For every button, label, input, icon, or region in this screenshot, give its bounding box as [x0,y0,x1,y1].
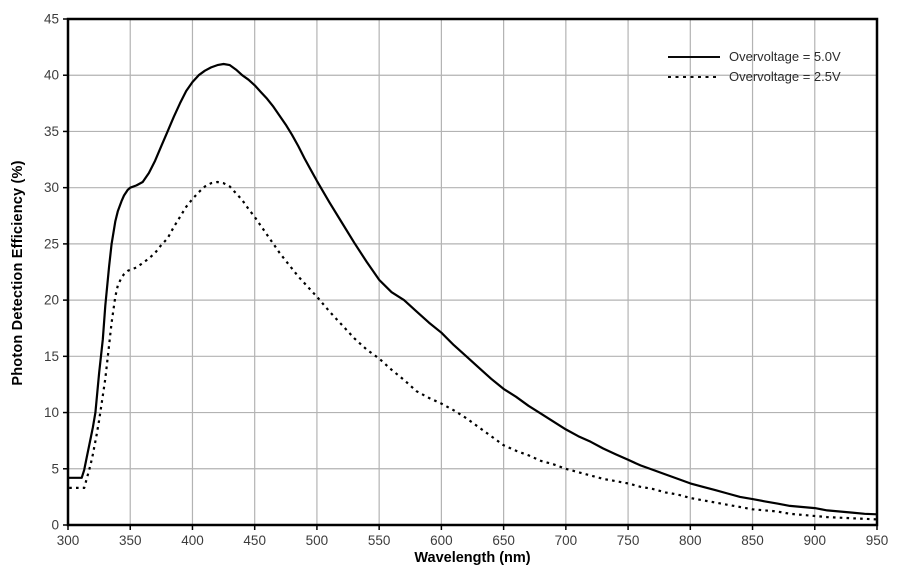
x-tick-label: 300 [57,533,80,548]
x-axis-title: Wavelength (nm) [414,550,531,566]
x-tick-label: 350 [119,533,142,548]
y-tick-label: 40 [44,68,59,83]
x-tick-label: 850 [741,533,764,548]
x-tick-label: 900 [804,533,827,548]
x-tick-label: 500 [306,533,329,548]
legend-entry-overvoltage-5v: Overvoltage = 5.0V [668,49,841,64]
dashed-line-sample-icon [668,75,720,78]
x-tick-label: 550 [368,533,391,548]
solid-line-sample-icon [668,55,720,58]
x-tick-label: 800 [679,533,702,548]
plot-frame [66,17,879,527]
x-tick-label: 400 [181,533,204,548]
y-tick-label: 20 [44,293,59,308]
y-tick-label: 25 [44,236,59,251]
y-tick-label: 15 [44,349,59,364]
y-tick-label: 10 [44,405,59,420]
x-tick-label: 450 [243,533,266,548]
legend-label: Overvoltage = 5.0V [729,49,841,64]
y-tick-label: 5 [51,461,59,476]
y-tick-label: 30 [44,180,59,195]
x-tick-label: 700 [555,533,578,548]
y-tick-label: 0 [51,518,59,533]
y-tick-label: 45 [44,12,59,27]
series-curve-overvoltage-2-5v [69,180,878,521]
x-tick-label: 650 [492,533,515,548]
x-tick-label: 750 [617,533,640,548]
y-axis-title: Photon Detection Efficiency (%) [10,160,26,386]
legend-entry-overvoltage-2-5v: Overvoltage = 2.5V [668,69,841,84]
x-tick-label: 950 [866,533,889,548]
legend-label: Overvoltage = 2.5V [729,69,841,84]
legend: Overvoltage = 5.0V Overvoltage = 2.5V [668,49,841,84]
series-curve-overvoltage-5v [68,62,878,516]
y-tick-label: 35 [44,124,59,139]
x-tick-label: 600 [430,533,453,548]
